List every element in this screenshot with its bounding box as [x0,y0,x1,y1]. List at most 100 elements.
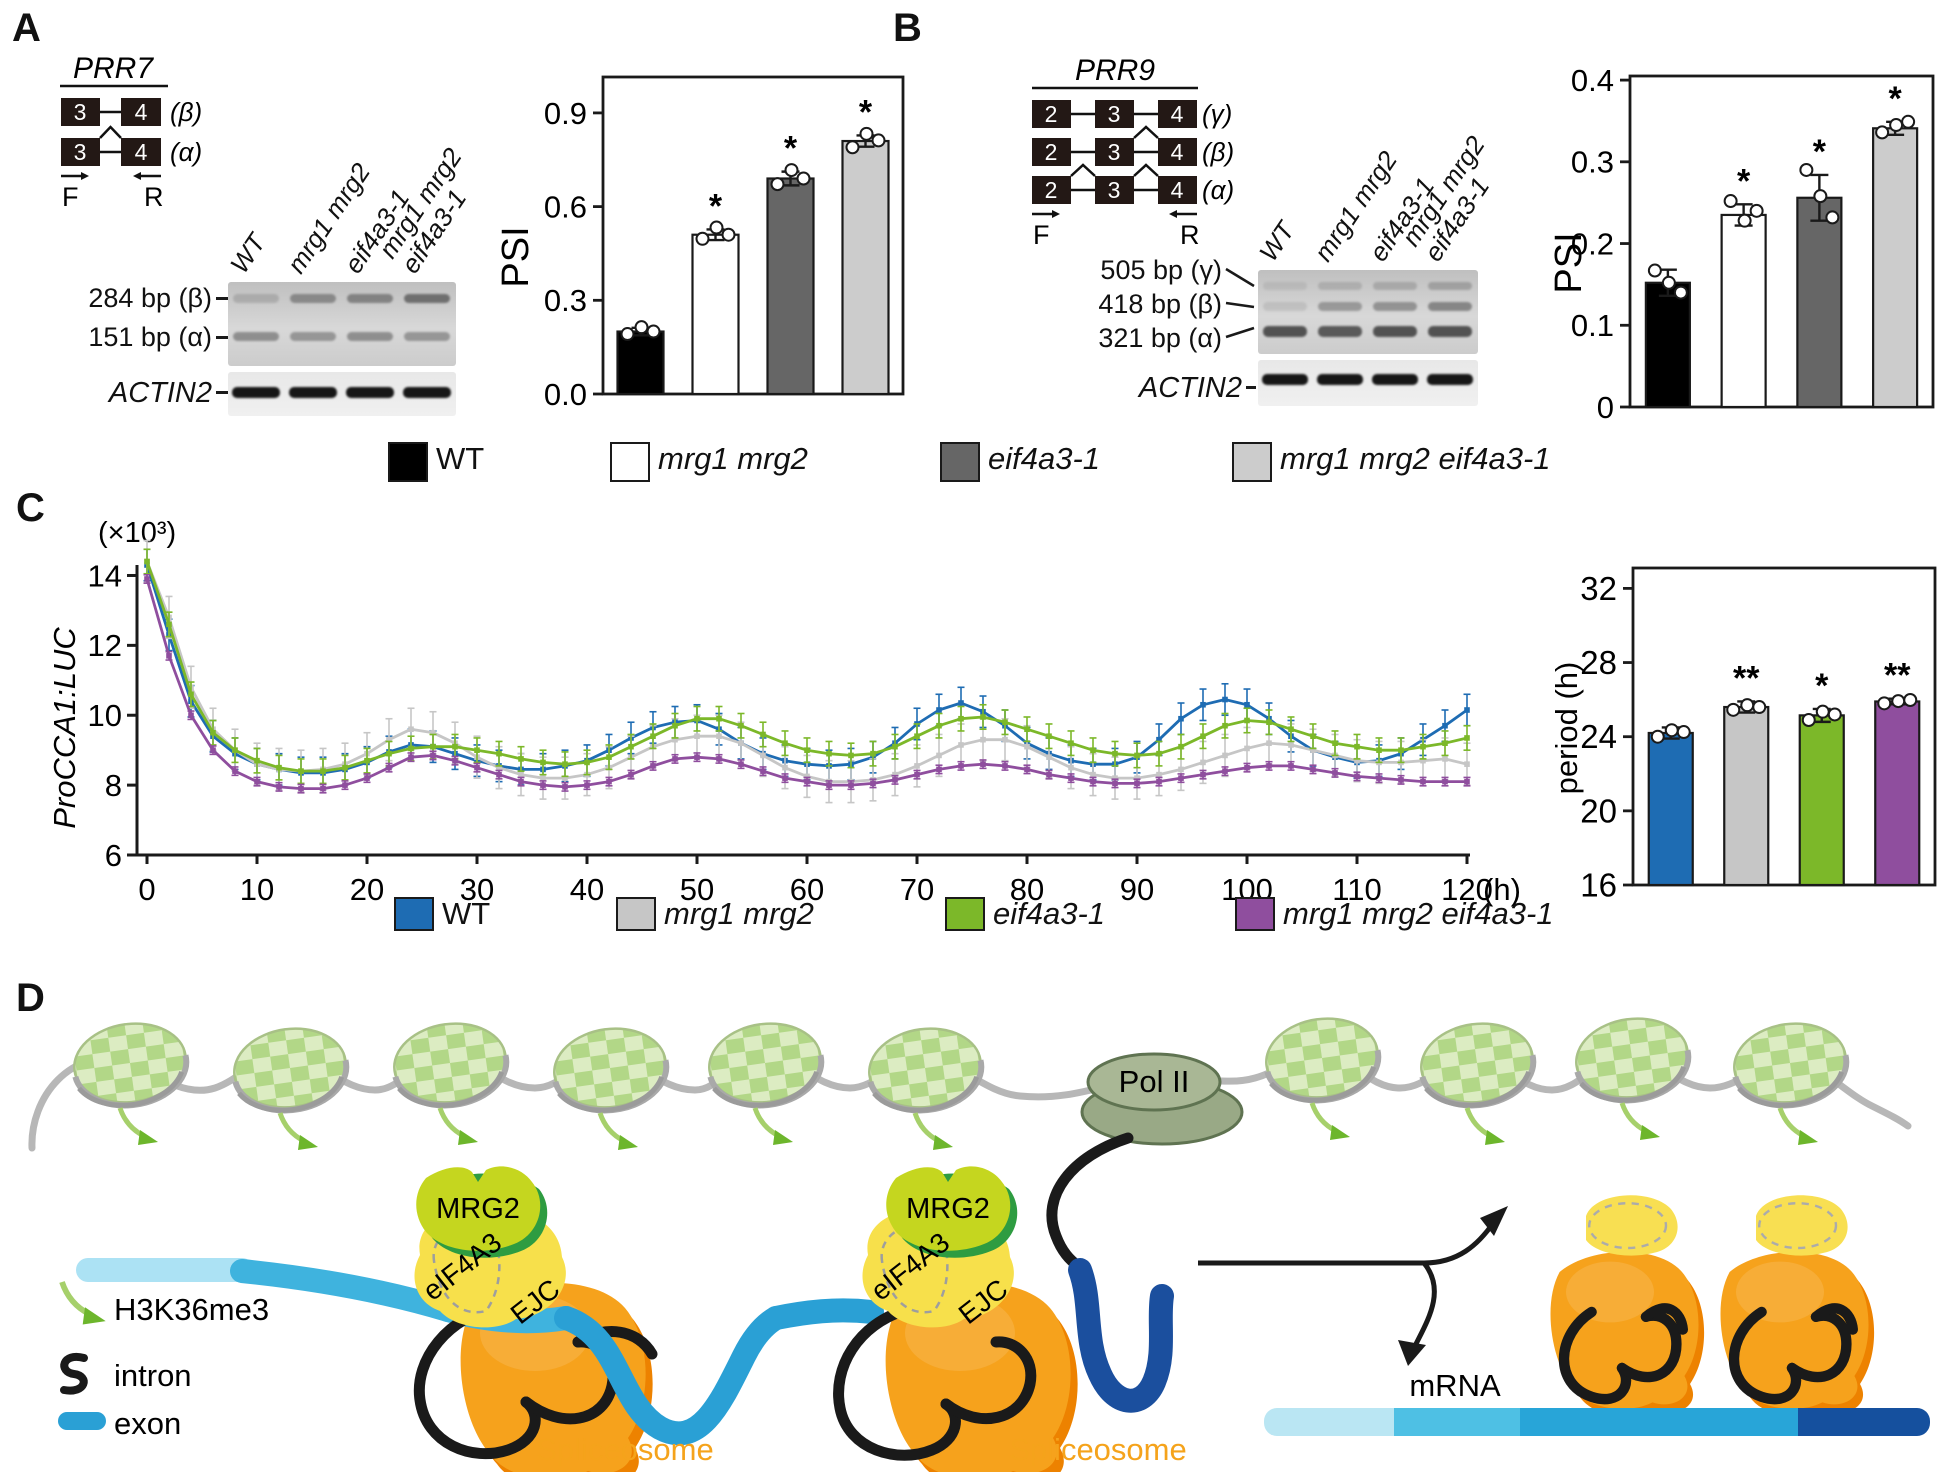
marker [1046,771,1052,778]
gel-band [290,294,336,303]
x-tick-label: 70 [900,872,934,907]
data-point [1801,713,1816,728]
isoform-label: (γ) [1202,99,1232,129]
exon-box [1032,100,1071,128]
marker [342,782,348,788]
gel-band [1318,326,1362,337]
gel-band [1428,326,1472,337]
marker [892,743,898,750]
marker [826,782,832,788]
marker [474,747,480,753]
actin2-label: ACTIN2 [1138,372,1242,404]
data-point [1673,285,1688,300]
marker [1464,761,1470,767]
marker [1332,770,1338,776]
nucleosome [704,1017,826,1113]
marker [562,775,568,781]
marker [606,754,612,760]
bar [1796,196,1843,409]
marker [694,754,700,760]
marker [496,764,502,771]
marker [1112,780,1118,787]
data-point [859,126,874,141]
marker [980,736,986,743]
data-point [1664,723,1679,738]
panel-c-letter: C [16,486,45,530]
marker [496,771,502,778]
marker [1354,757,1360,764]
data-point [1726,702,1741,717]
data-point [1647,263,1662,278]
gel-band [403,387,451,398]
forward-primer-arrowhead [1052,210,1060,218]
gel-band [1318,302,1362,311]
marker [716,715,722,722]
marker [166,653,172,659]
marker [1288,763,1294,769]
gel-band [404,332,450,341]
marker [1310,733,1316,740]
marker [650,733,656,740]
legend-swatch [616,897,656,931]
marker [958,715,964,722]
marker [1200,771,1206,778]
actin2-gel [1258,360,1478,406]
gel-lane-label: WT [1252,216,1301,267]
y-tick-label: 0.1 [1571,308,1614,343]
marker [144,558,150,565]
marker [1068,775,1074,781]
band-tick [216,391,228,394]
exon-box [1095,138,1134,166]
data-point [1889,118,1904,133]
x-tick-label: 0 [138,872,155,907]
exon-number: 2 [1045,139,1058,165]
marker [936,707,942,713]
legend-swatch [940,442,980,482]
gel-band [346,387,394,398]
marker [430,729,436,736]
exon-segment [764,1298,884,1330]
nucleosome [1729,1017,1851,1113]
marker [1156,750,1162,757]
gel-band [1317,374,1363,385]
marker [1156,771,1162,778]
bar [1798,714,1845,887]
exon-segment-navy [1068,1258,1174,1413]
gel-band-label: 284 bp (β) [88,283,212,313]
y-tick-label: 0.3 [544,283,587,318]
marker [166,621,172,628]
pol2-label: Pol II [1119,1064,1190,1099]
gel-band [1373,282,1417,290]
gel-lane-labels: WT mrg1 mrg2 eif4a3-1 mrg1 mrg2 eif4a3-1 [1252,88,1495,268]
marker [1310,747,1316,753]
x-tick-label: 40 [570,872,604,907]
significance-marker: * [1737,162,1751,200]
marker [540,759,546,766]
marker [672,722,678,729]
marker [540,782,546,788]
data-point [1737,213,1752,228]
marker [892,771,898,778]
mrg2-label: MRG2 [906,1193,990,1225]
marker [1442,778,1448,785]
hours-unit-label: (h) [1483,872,1521,907]
data-point [695,231,710,246]
nucleosome [1261,1012,1383,1108]
data-point [1813,189,1828,204]
marker [936,766,942,773]
psi-chart-prr7: PSI 0.0 0.3 0.6 0.9 * * * [495,75,905,412]
nucleosome [69,1017,191,1113]
significance-marker: * [1813,133,1827,171]
significance-marker: * [1889,80,1903,118]
splice-caret [1133,163,1159,177]
pol2-complex: Pol II [1080,1052,1244,1146]
x-tick-label: 110 [1332,872,1381,907]
marker [672,756,678,762]
marker [804,747,810,753]
marker [672,736,678,743]
exon-box [1095,100,1134,128]
plot-box [1631,566,1937,887]
marker [804,778,810,785]
band-tick [216,297,228,300]
